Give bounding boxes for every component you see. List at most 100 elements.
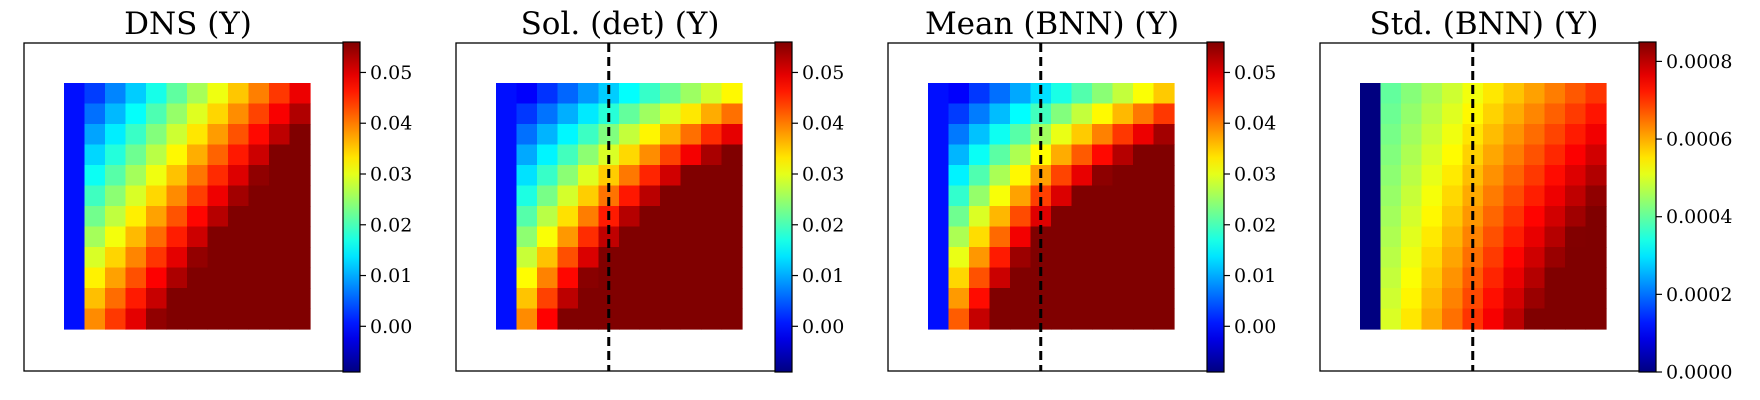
heatmap-cell bbox=[1565, 288, 1587, 310]
heatmap-cell bbox=[516, 206, 538, 228]
heatmap-cell bbox=[660, 206, 682, 228]
heatmap-cell bbox=[207, 124, 229, 146]
heatmap-cell bbox=[207, 185, 229, 207]
heatmap-cell bbox=[1380, 165, 1402, 187]
heatmap-cell bbox=[1071, 226, 1093, 248]
heatmap-cell bbox=[1380, 247, 1402, 269]
heatmap-cell bbox=[1401, 247, 1423, 269]
heatmap-cell bbox=[187, 185, 209, 207]
heatmap-cell bbox=[496, 144, 518, 166]
heatmap-cell bbox=[1010, 247, 1032, 269]
heatmap-cell bbox=[1153, 226, 1175, 248]
heatmap-cell bbox=[1380, 144, 1402, 166]
heatmap-cell bbox=[166, 165, 188, 187]
heatmap-cell bbox=[1112, 165, 1134, 187]
heatmap-cell bbox=[228, 226, 250, 248]
heatmap-cell bbox=[187, 165, 209, 187]
heatmap-cell bbox=[680, 124, 702, 146]
heatmap-cell bbox=[660, 165, 682, 187]
heatmap-cell bbox=[1544, 267, 1566, 289]
heatmap-cell bbox=[516, 124, 538, 146]
heatmap-cell bbox=[187, 124, 209, 146]
heatmap-cell bbox=[1565, 267, 1587, 289]
heatmap-cell bbox=[1071, 206, 1093, 228]
heatmap-cell bbox=[1360, 165, 1382, 187]
heatmap-cell bbox=[516, 247, 538, 269]
colorbar-tick-label: 0.00 bbox=[1234, 316, 1276, 338]
heatmap-cell bbox=[1503, 103, 1525, 125]
heatmap-cell bbox=[969, 206, 991, 228]
heatmap-cell bbox=[496, 247, 518, 269]
heatmap-cell bbox=[289, 308, 311, 330]
heatmap-cell bbox=[228, 103, 250, 125]
heatmap-cell bbox=[64, 185, 86, 207]
heatmap-cell bbox=[516, 185, 538, 207]
heatmap-cell bbox=[578, 124, 600, 146]
heatmap-cell bbox=[1503, 247, 1525, 269]
heatmap-cell bbox=[1133, 124, 1155, 146]
heatmap-cell bbox=[1585, 267, 1607, 289]
heatmap-cell bbox=[598, 308, 620, 330]
heatmap-cell bbox=[187, 226, 209, 248]
heatmap-cell bbox=[146, 124, 168, 146]
heatmap-cell bbox=[1421, 288, 1443, 310]
colorbar-tick-label: 0.0000 bbox=[1666, 362, 1732, 384]
heatmap-cell bbox=[1010, 165, 1032, 187]
heatmap-cell bbox=[537, 206, 559, 228]
colorbar-tick-label: 0.0004 bbox=[1666, 206, 1732, 228]
heatmap-cell bbox=[1565, 124, 1587, 146]
heatmap-cell bbox=[1524, 185, 1546, 207]
heatmap-cell bbox=[166, 288, 188, 310]
heatmap-cell bbox=[557, 165, 579, 187]
heatmap-cell bbox=[1133, 144, 1155, 166]
heatmap-cell bbox=[989, 103, 1011, 125]
heatmap-cell bbox=[969, 226, 991, 248]
heatmap-cell bbox=[1421, 103, 1443, 125]
heatmap-cell bbox=[1010, 83, 1032, 105]
heatmap-cell bbox=[1071, 103, 1093, 125]
heatmap-cell bbox=[989, 206, 1011, 228]
heatmap-cell bbox=[228, 144, 250, 166]
heatmap-cell bbox=[537, 288, 559, 310]
heatmap-cell bbox=[660, 103, 682, 125]
heatmap-cell bbox=[125, 124, 147, 146]
heatmap-cell bbox=[1380, 308, 1402, 330]
heatmap-cell bbox=[639, 206, 661, 228]
heatmap-cell bbox=[289, 288, 311, 310]
heatmap-cell bbox=[1524, 124, 1546, 146]
heatmap-cell bbox=[105, 103, 127, 125]
heatmap-cell bbox=[578, 103, 600, 125]
heatmap-cell bbox=[496, 288, 518, 310]
heatmap-cell bbox=[537, 247, 559, 269]
heatmap-cell bbox=[1585, 288, 1607, 310]
heatmap-cell bbox=[1524, 83, 1546, 105]
heatmap-cell bbox=[1585, 124, 1607, 146]
heatmap-cell bbox=[557, 267, 579, 289]
heatmap-cell bbox=[1421, 144, 1443, 166]
heatmap-cell bbox=[125, 288, 147, 310]
heatmap-cell bbox=[619, 124, 641, 146]
heatmap-cell bbox=[1421, 247, 1443, 269]
heatmap-cell bbox=[1483, 267, 1505, 289]
heatmap-cell bbox=[166, 144, 188, 166]
heatmap-cell bbox=[1133, 267, 1155, 289]
heatmap-cell bbox=[1010, 185, 1032, 207]
panel-title: Std. (BNN) (Y) bbox=[1370, 6, 1599, 42]
heatmap-cell bbox=[989, 267, 1011, 289]
heatmap-cell bbox=[1483, 185, 1505, 207]
colorbar-tick-label: 0.03 bbox=[802, 164, 844, 186]
heatmap-cell bbox=[1112, 185, 1134, 207]
heatmap-cell bbox=[989, 185, 1011, 207]
heatmap-cell bbox=[496, 83, 518, 105]
heatmap-cell bbox=[1585, 103, 1607, 125]
heatmap-cell bbox=[146, 247, 168, 269]
heatmap-cell bbox=[1442, 103, 1464, 125]
heatmap-cell bbox=[989, 83, 1011, 105]
heatmap-cell bbox=[207, 83, 229, 105]
heatmap-cell bbox=[557, 185, 579, 207]
heatmap-cell bbox=[146, 308, 168, 330]
heatmap-cell bbox=[146, 103, 168, 125]
heatmap-cell bbox=[1051, 103, 1073, 125]
heatmap-cell bbox=[928, 103, 950, 125]
heatmap-cell bbox=[228, 308, 250, 330]
